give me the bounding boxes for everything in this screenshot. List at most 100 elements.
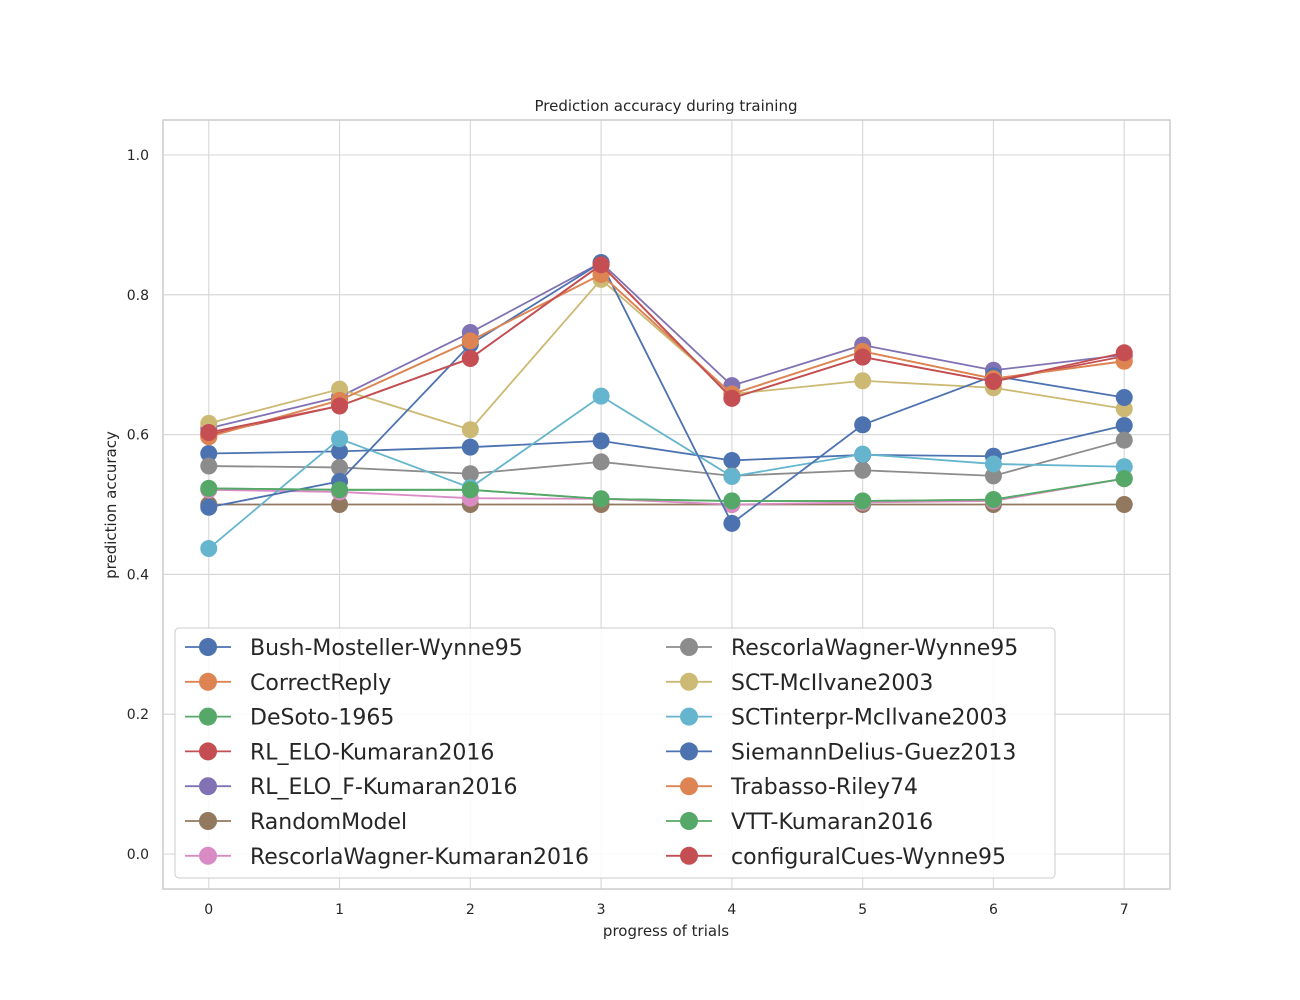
legend-label: DeSoto-1965	[250, 706, 394, 731]
legend-item: SCT-McIlvane2003	[666, 671, 933, 696]
legend-label: Bush-Mosteller-Wynne95	[250, 636, 523, 661]
series-line	[208, 273, 1125, 438]
data-point	[200, 444, 218, 462]
data-point	[854, 445, 872, 463]
data-point	[854, 492, 872, 510]
data-point	[723, 451, 741, 469]
legend-label: Trabasso-Riley74	[730, 775, 918, 800]
legend-swatch-marker	[680, 707, 698, 726]
x-tick-label: 3	[597, 902, 606, 918]
data-point	[854, 372, 872, 390]
series-line	[208, 424, 1125, 462]
legend-item: RescorlaWagner-Kumaran2016	[185, 845, 589, 870]
legend-label: SiemannDelius-Guez2013	[731, 740, 1016, 765]
x-axis-label: progress of trials	[603, 922, 729, 940]
data-point	[723, 389, 741, 407]
data-point	[723, 468, 741, 486]
data-point	[331, 481, 349, 499]
series-line	[208, 439, 1125, 477]
legend-item: SiemannDelius-Guez2013	[666, 740, 1016, 765]
legend-swatch-marker	[680, 672, 698, 691]
series-12	[200, 470, 1133, 510]
data-point	[1115, 389, 1133, 407]
data-point	[592, 432, 610, 450]
legend-item: RandomModel	[185, 810, 407, 835]
y-tick-label: 0.4	[127, 567, 149, 583]
y-tick-label: 0.0	[127, 847, 149, 863]
legend-item: RL_ELO_F-Kumaran2016	[185, 775, 517, 800]
legend-swatch-marker	[199, 707, 217, 726]
data-point	[461, 421, 479, 439]
legend-swatch-marker	[680, 638, 698, 656]
data-point	[723, 492, 741, 510]
data-point	[461, 349, 479, 367]
legend-item: Bush-Mosteller-Wynne95	[185, 636, 523, 661]
data-point	[854, 416, 872, 434]
data-point	[984, 491, 1002, 509]
series-line	[208, 395, 1125, 550]
y-tick-label: 0.2	[127, 707, 149, 723]
series-line	[208, 477, 1125, 506]
series-line	[208, 261, 1125, 525]
x-tick-labels: 0 1 2 3 4 5 6 7	[204, 902, 1128, 918]
legend-swatch-marker	[199, 742, 217, 761]
data-point	[331, 397, 349, 415]
series-line	[208, 278, 1125, 431]
data-point	[592, 490, 610, 508]
legend-item: SCTinterpr-McIlvane2003	[666, 706, 1008, 731]
legend-swatch-marker	[199, 777, 217, 796]
series-line	[208, 261, 1125, 430]
x-tick-label: 2	[466, 902, 475, 918]
data-point	[461, 481, 479, 499]
data-point	[854, 348, 872, 366]
legend-label: RandomModel	[250, 810, 407, 835]
y-tick-label: 1.0	[127, 148, 149, 164]
legend-label: RL_ELO_F-Kumaran2016	[250, 775, 517, 800]
y-tick-label: 0.6	[127, 428, 149, 444]
legend-item: VTT-Kumaran2016	[666, 810, 933, 835]
legend-item: DeSoto-1965	[185, 706, 394, 731]
plot-frame	[162, 119, 1171, 890]
series-9	[200, 387, 1133, 558]
data-point	[1115, 431, 1133, 449]
x-tick-label: 4	[727, 902, 736, 918]
data-point	[984, 455, 1002, 473]
data-point	[984, 467, 1002, 485]
legend-swatch-marker	[680, 777, 698, 796]
data-point	[200, 498, 218, 516]
legend-swatch-marker	[199, 672, 217, 691]
chart-title: Prediction accuracy during training	[535, 97, 798, 115]
legend-label: CorrectReply	[250, 671, 391, 696]
series-line	[208, 273, 1125, 438]
legend-item: RL_ELO-Kumaran2016	[185, 740, 494, 765]
data-point	[200, 457, 218, 475]
legend-item: CorrectReply	[185, 671, 391, 696]
data-point	[1115, 496, 1133, 513]
data-point	[1115, 417, 1133, 435]
legend-label: RescorlaWagner-Wynne95	[731, 636, 1018, 661]
legend-label: RL_ELO-Kumaran2016	[250, 740, 494, 765]
legend-swatch-marker	[680, 846, 698, 865]
y-tick-labels: 0.0 0.2 0.4 0.6 0.8 1.0	[127, 148, 149, 863]
legend-label: SCTinterpr-McIlvane2003	[731, 706, 1008, 731]
series-line	[208, 477, 1125, 502]
legend-swatch-marker	[199, 638, 217, 656]
x-tick-label: 5	[858, 902, 867, 918]
legend-box	[174, 627, 1056, 879]
data-point	[723, 514, 741, 532]
legend-label: VTT-Kumaran2016	[731, 810, 933, 835]
legend-swatch-marker	[680, 742, 698, 761]
legend-label: configuralCues-Wynne95	[731, 845, 1006, 870]
data-point	[200, 423, 218, 441]
data-point	[592, 256, 610, 274]
legend-item: RescorlaWagner-Wynne95	[666, 636, 1018, 661]
data-point	[461, 465, 479, 483]
series-13	[200, 256, 1133, 441]
x-tick-label: 6	[989, 902, 998, 918]
legend-swatch-marker	[199, 846, 217, 865]
legend-item: Trabasso-Riley74	[666, 775, 918, 800]
series-group	[200, 254, 1133, 558]
y-tick-label: 0.8	[127, 288, 149, 304]
data-point	[592, 453, 610, 471]
x-tick-label: 0	[204, 902, 213, 918]
